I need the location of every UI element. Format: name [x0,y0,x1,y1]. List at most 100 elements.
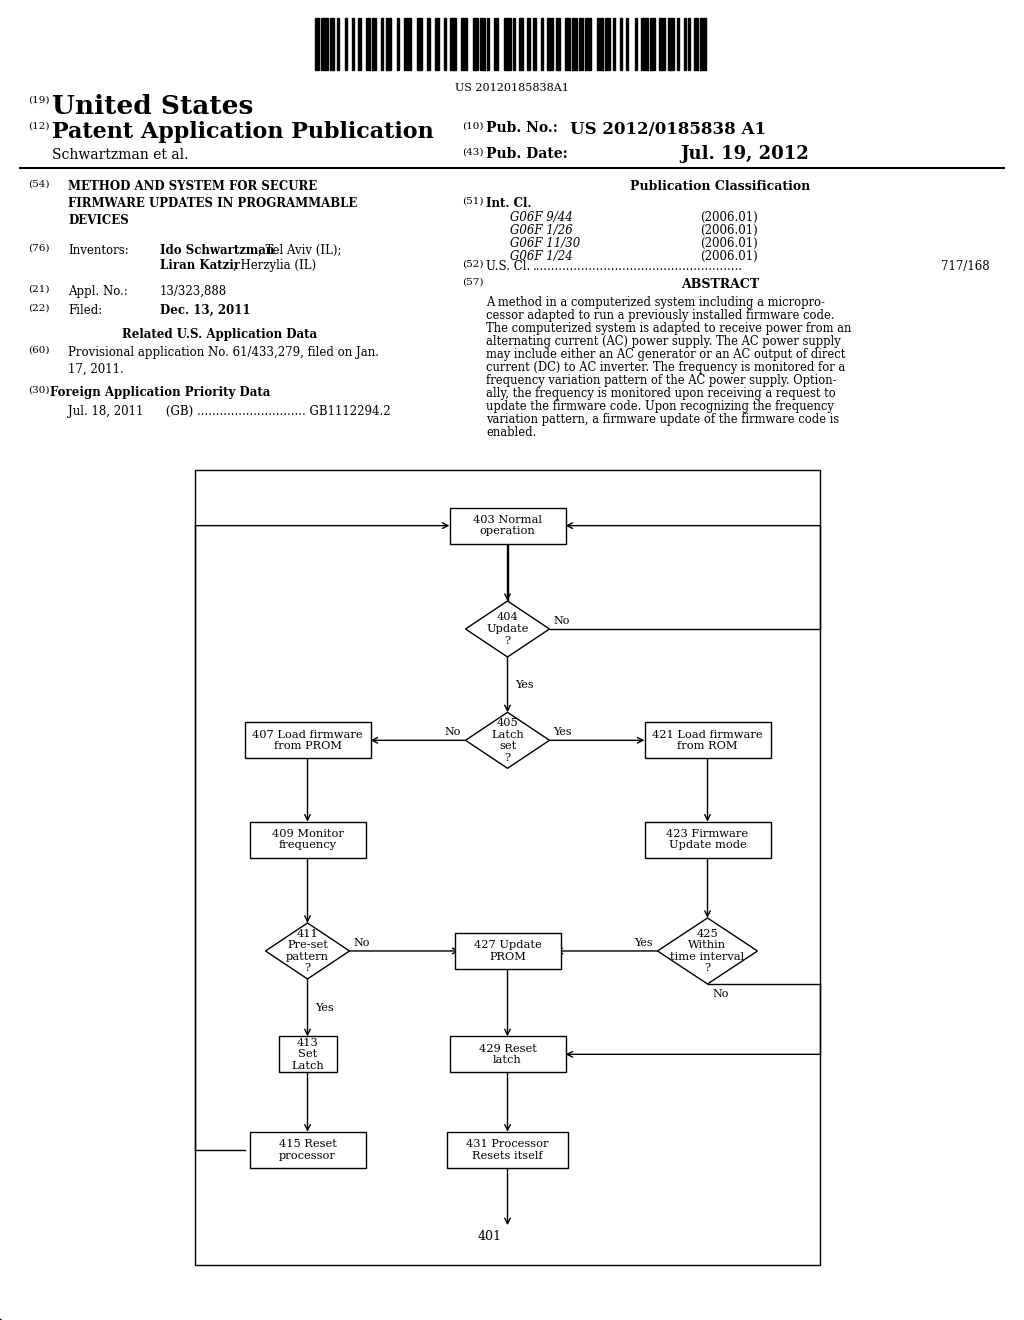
Text: Related U.S. Application Data: Related U.S. Application Data [123,327,317,341]
Text: U.S. Cl.: U.S. Cl. [486,260,530,273]
Text: 431 Processor
Resets itself: 431 Processor Resets itself [466,1139,549,1160]
Bar [322,18,328,70]
Text: Inventors:: Inventors: [68,244,129,257]
Text: Int. Cl.: Int. Cl. [486,197,531,210]
Text: The computerized system is adapted to receive power from an: The computerized system is adapted to re… [486,322,851,335]
Bar [473,18,478,70]
Text: cessor adapted to run a previously installed firmware code.: cessor adapted to run a previously insta… [486,309,835,322]
Text: (2006.01): (2006.01) [700,224,758,238]
Bar [677,18,679,70]
Text: A method in a computerized system including a micropro-: A method in a computerized system includ… [486,296,825,309]
Text: G06F 11/30: G06F 11/30 [510,238,581,249]
Text: US 20120185838A1: US 20120185838A1 [455,83,569,92]
Bar [358,18,360,70]
Bar [455,933,560,969]
Text: (2006.01): (2006.01) [700,238,758,249]
Text: Jul. 19, 2012: Jul. 19, 2012 [680,145,809,162]
Bar [519,18,523,70]
Bar [694,18,697,70]
Text: G06F 9/44: G06F 9/44 [510,211,572,224]
Bar [547,18,553,70]
Text: (57): (57) [462,279,483,286]
Text: 421 Load firmware
from ROM: 421 Load firmware from ROM [652,730,763,751]
Text: Pub. Date:: Pub. Date: [486,147,567,161]
Bar [366,18,370,70]
Bar [684,18,686,70]
Text: (12): (12) [28,121,49,131]
Bar [541,18,543,70]
Bar [372,18,376,70]
Bar [250,1131,366,1168]
Text: enabled.: enabled. [486,426,537,440]
Bar [397,18,399,70]
Bar [404,18,411,70]
Text: (10): (10) [462,121,483,131]
Bar [195,470,820,1265]
Bar [250,821,366,858]
Text: update the firmware code. Upon recognizing the frequency: update the firmware code. Upon recognizi… [486,400,834,413]
Bar [572,18,578,70]
Bar [649,18,654,70]
Bar [513,18,515,70]
Bar [688,18,690,70]
Bar [605,18,610,70]
Bar [626,18,629,70]
Bar [315,18,318,70]
Text: ABSTRACT: ABSTRACT [681,279,759,290]
Polygon shape [657,917,758,983]
Bar [386,18,391,70]
Bar [534,18,536,70]
Text: Appl. No.:: Appl. No.: [68,285,128,298]
Text: Yes: Yes [515,680,535,689]
Text: 717/168: 717/168 [941,260,990,273]
Bar [344,18,347,70]
Bar [668,18,674,70]
Text: 413
Set
Latch: 413 Set Latch [291,1038,324,1071]
Bar [245,722,371,758]
Text: (2006.01): (2006.01) [700,249,758,263]
Text: 427 Update
PROM: 427 Update PROM [474,940,542,962]
Text: Schwartzman et al.: Schwartzman et al. [52,148,188,162]
Text: Filed:: Filed: [68,304,102,317]
Text: ally, the frequency is monitored upon receiving a request to: ally, the frequency is monitored upon re… [486,387,836,400]
Text: Liran Katzir: Liran Katzir [160,259,240,272]
Text: frequency variation pattern of the AC power supply. Option-: frequency variation pattern of the AC po… [486,374,837,387]
Text: Foreign Application Priority Data: Foreign Application Priority Data [50,385,270,399]
Text: (21): (21) [28,285,49,294]
Bar [527,18,529,70]
Text: 405
Latch
set
?: 405 Latch set ? [492,718,524,763]
Bar [450,508,565,544]
Text: 13/323,888: 13/323,888 [160,285,227,298]
Text: (19): (19) [28,96,49,106]
Polygon shape [466,713,550,768]
Text: 401: 401 [477,1230,502,1243]
Text: alternating current (AC) power supply. The AC power supply: alternating current (AC) power supply. T… [486,335,841,348]
Bar [597,18,603,70]
Text: United States: United States [52,94,253,119]
Text: Dec. 13, 2011: Dec. 13, 2011 [160,304,251,317]
Text: Ido Schwartzman: Ido Schwartzman [160,244,274,257]
Text: No: No [444,727,461,738]
Text: 411
Pre-set
pattern
?: 411 Pre-set pattern ? [286,928,329,973]
Bar [417,18,422,70]
Text: 425
Within
time interval
?: 425 Within time interval ? [671,928,744,973]
Bar [644,722,770,758]
Text: 407 Load firmware
from PROM: 407 Load firmware from PROM [252,730,362,751]
Bar [480,18,485,70]
Bar [635,18,637,70]
Text: 409 Monitor
frequency: 409 Monitor frequency [271,829,343,850]
Bar [337,18,339,70]
Text: (52): (52) [462,260,483,269]
Text: 423 Firmware
Update mode: 423 Firmware Update mode [667,829,749,850]
Text: Jul. 18, 2011      (GB) ............................. GB1112294.2: Jul. 18, 2011 (GB) .....................… [68,405,390,418]
Polygon shape [466,601,550,657]
Bar [435,18,439,70]
Bar [495,18,498,70]
Bar [579,18,583,70]
Bar [613,18,615,70]
Text: 403 Normal
operation: 403 Normal operation [473,515,542,536]
Bar [565,18,570,70]
Bar [352,18,354,70]
Text: Yes: Yes [315,1003,334,1012]
Bar [450,18,457,70]
